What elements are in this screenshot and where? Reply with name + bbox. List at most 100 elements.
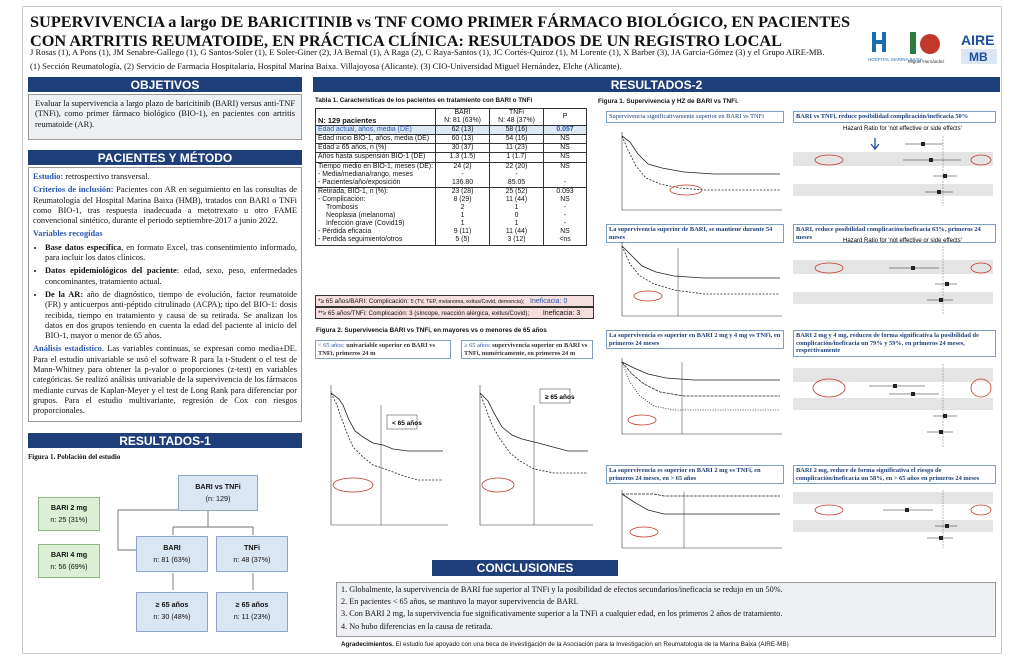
agradecimientos-text: El estudio fue apoyado con una beca de i… [393, 641, 789, 648]
table-cell: 11 (44) [505, 195, 528, 203]
table-cell: 1 [460, 212, 465, 220]
conclusion-item: 1. Globalmente, la supervivencia de BARI… [341, 585, 783, 594]
table-cell: 3 (12) [507, 236, 526, 244]
conclusiones-box: 1. Globalmente, la supervivencia de BARI… [336, 582, 996, 637]
fig2-right-caption-period: numéricamente, en primeros 24 m [481, 349, 576, 357]
forest-plot-3 [793, 364, 993, 448]
table-cell: 85.05 [507, 178, 526, 186]
table-cell: 1 [460, 220, 465, 228]
bullet-ar-label: De la AR: [45, 289, 84, 299]
node-bari-title: BARI [163, 543, 181, 552]
node-bari-65-title: ≥ 65 años [155, 600, 189, 609]
fig2-left-caption-text: univariable superior en BARI vs TNFi, [318, 342, 435, 357]
forest-plot-2: Hazard Ratio for 'not effective or side … [793, 238, 993, 314]
table-cell: 30 (37) [435, 143, 490, 154]
node-bari4: BARI 4 mg n: 56 (69%) [38, 544, 100, 578]
fig2-left-caption-period: primeros 24 m [335, 349, 376, 357]
table-cell: NS [543, 143, 587, 154]
table-cell: NS [543, 134, 587, 145]
note-tnfi-ineficacia: Ineficacia: 3 [542, 310, 581, 317]
hz-plot-title-1: Hazard Ratio for 'not effective or side … [843, 126, 962, 132]
table-cell: 24 (2) [453, 162, 472, 170]
node-tnfi-title: TNFi [244, 543, 260, 552]
pacientes-box: Estudio: retrospectivo transversal. Crit… [28, 167, 302, 422]
note-tnfi-label: **≥ 65 años/TNFi: Complicación: 3 (sínco… [318, 310, 530, 317]
table-cell: Trombosis [326, 204, 358, 212]
km-plot-under65: < 65 años [313, 365, 451, 545]
table-cell: 54 (16) [489, 134, 544, 145]
hz-caption-3: BARI 2 mg y 4 mg, reducen de forma signi… [793, 330, 996, 357]
table-cell: - [563, 178, 567, 186]
fig2-left-tag: < 65 años [392, 420, 422, 427]
node-root: BARI vs TNFi (n: 129) [178, 475, 258, 511]
node-tnfi-65-n: n: 11 (23%) [233, 612, 271, 621]
estudio-label: Estudio: [33, 172, 64, 181]
table-cell: 9 (11) [453, 228, 472, 236]
table-cell: 23 (28) [451, 187, 474, 195]
fig2-right-caption-text: supervivencia superior en BARI vs TNFi, [464, 342, 588, 357]
estudio-text: retrospectivo transversal. [63, 172, 150, 181]
km-plot-65-2mg [621, 490, 782, 549]
table-cell: NS [560, 162, 570, 170]
fig2-title: Figura 2. Supervivencia BARI vs TNFi, en… [316, 327, 547, 334]
hz-caption-1: BARI vs TNFi, reduce posibilidad complic… [793, 111, 996, 123]
table-cell: 25 (52) [505, 187, 528, 195]
table-cell: 0 [514, 212, 519, 220]
table-cell: 2 [460, 204, 465, 212]
fig2-right-caption-age: ≥ 65 años: [464, 342, 493, 349]
table1-container: N: 129 pacientes BARI N: 81 (63%) TNFi N: … [315, 107, 587, 246]
km-caption-2: La supervivencia superior de BARI, se ma… [606, 224, 784, 244]
node-bari-65: ≥ 65 años n: 30 (48%) [136, 592, 208, 632]
logo-aire-text: AIRE [961, 32, 994, 48]
objetivos-box: Evaluar la supervivencia a largo plazo d… [28, 94, 302, 140]
table-cell: Edad actual, años, media (DE) [315, 125, 436, 136]
node-bari-n: n: 81 (63%) [153, 555, 191, 564]
table-cell: NS [560, 228, 570, 236]
node-tnfi: TNFi n: 48 (37%) [216, 536, 288, 572]
table-cell: 136.80 [451, 178, 474, 186]
table-cell: 11 (44) [505, 228, 528, 236]
forest-plot-4 [793, 490, 993, 548]
table-cell: - [461, 170, 464, 178]
analisis-text: . Las variables continuas, se expresan c… [33, 344, 297, 416]
objetivos-header: OBJETIVOS [28, 77, 302, 92]
table1-tnfi-header: TNFi [509, 109, 524, 116]
km-plot-overall [621, 132, 782, 211]
node-bari2: BARI 2 mg n: 25 (31%) [38, 497, 100, 531]
table-cell: Edad inicio BIO-1, años, media (DE) [315, 134, 436, 145]
table-cell: NS [543, 152, 587, 163]
table-cell: Neoplasia (melanoma) [326, 212, 396, 220]
table-cell: 1.3 (1.5) [435, 152, 490, 163]
table-cell: 58 (16) [489, 125, 544, 136]
conclusion-item: 3. Con BARI 2 mg, la supervivencia fue s… [341, 609, 783, 619]
note-bari-label: *≥ 65 años/BARI: Complicación: [318, 298, 409, 305]
table1-tnfi-n: N: 48 (37%) [498, 117, 535, 125]
criterios-text: Pacientes con AR en seguimiento en las c… [33, 185, 297, 226]
km-plot-dose [621, 358, 782, 435]
table-cell: - [563, 204, 567, 212]
logo-mb-text: MB [969, 50, 988, 64]
table-note-tnfi: **≥ 65 años/TNFi: Complicación: 3 (sínco… [315, 307, 594, 319]
table-cell: NS [560, 195, 570, 203]
table-cell: 1 [514, 204, 519, 212]
table-cell: 0.093 [556, 187, 574, 195]
affiliations-line: (1) Sección Reumatología, (2) Servicio d… [30, 61, 622, 71]
fig1-survival-title: Figura 1. Supervivencia y HZ de BARI vs … [598, 98, 739, 105]
criterios-label: Criterios de inclusión: [33, 185, 114, 195]
table-cell: 11 (23) [489, 143, 544, 154]
table1: N: 129 pacientes BARI N: 81 (63%) TNFi N: … [315, 107, 587, 246]
km-caption-1: Supervivencia significativamente superio… [606, 111, 784, 123]
node-bari4-n: n: 56 (69%) [50, 562, 88, 571]
table1-bari-n: N: 81 (63%) [444, 117, 481, 125]
analisis-label: Análisis estadístico [33, 344, 102, 354]
fig2-left-caption: < 65 años: univariable superior en BARI … [315, 340, 451, 360]
table-cell: Infección grave (Covid19) [326, 220, 405, 228]
table-cell: Edad ≥ 65 años, n (%) [315, 143, 436, 154]
node-bari-65-n: n: 30 (48%) [153, 612, 191, 621]
conclusion-item: 2. En pacientes < 65 años, se mantuvo la… [341, 597, 579, 607]
poster-frame [22, 6, 1002, 654]
resultados2-header: RESULTADOS-2 [313, 77, 1000, 92]
table-cell: 60 (13) [435, 134, 490, 145]
fig2-right-tag: ≥ 65 años [545, 394, 575, 401]
fig-poblacion-title: Figura 1. Población del estudio [28, 453, 121, 461]
